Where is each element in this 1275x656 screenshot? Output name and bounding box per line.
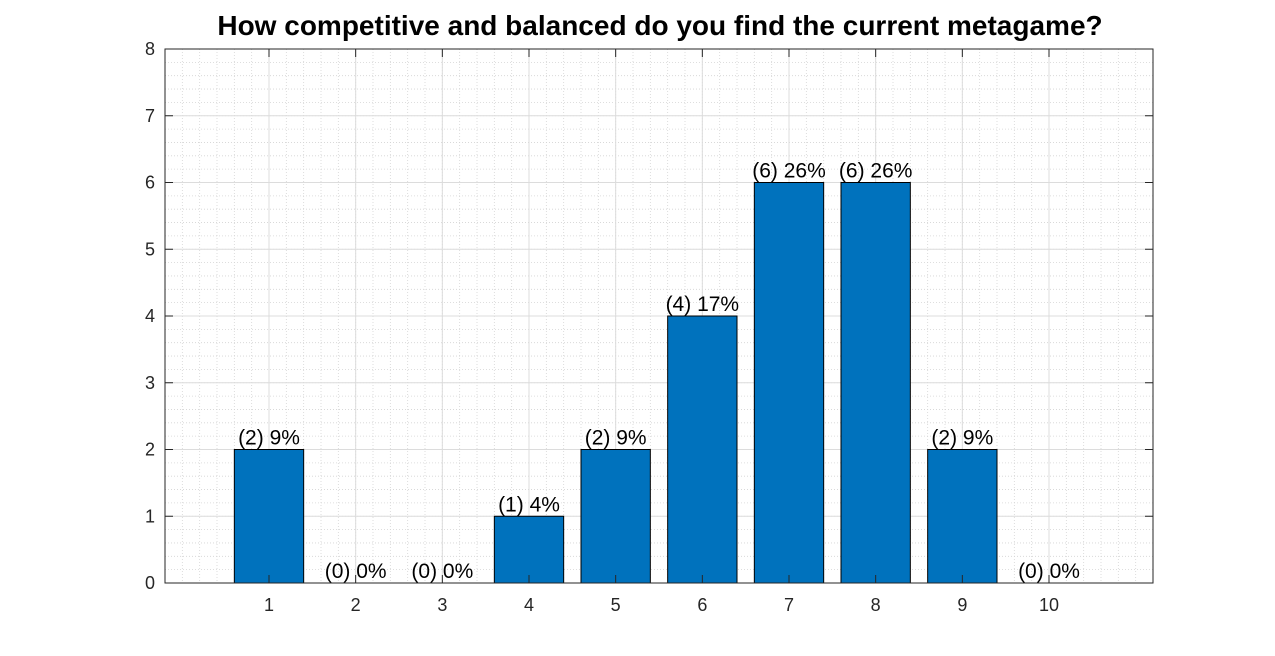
x-tick-label: 10 (1039, 595, 1059, 615)
x-tick-label: 5 (611, 595, 621, 615)
y-tick-label: 0 (145, 573, 155, 593)
chart-title: How competitive and balanced do you find… (217, 10, 1103, 41)
y-tick-label: 7 (145, 106, 155, 126)
data-label-7: (6) 26% (752, 160, 826, 183)
bar-7 (753, 182, 825, 584)
x-tick-label: 4 (524, 595, 534, 615)
y-tick-label: 8 (145, 39, 155, 59)
data-label-5: (2) 9% (585, 427, 647, 450)
data-label-10: (0) 0% (1018, 560, 1080, 583)
bar-4 (493, 515, 565, 584)
x-tick-label: 3 (437, 595, 447, 615)
bar-6 (667, 315, 738, 584)
y-tick-label: 1 (145, 506, 155, 526)
data-label-9: (2) 9% (931, 427, 993, 450)
bar-5 (580, 449, 651, 584)
data-label-3: (0) 0% (411, 560, 473, 583)
y-tick-label: 3 (145, 373, 155, 393)
x-tick-label: 2 (351, 595, 361, 615)
x-tick-label: 9 (957, 595, 967, 615)
data-label-8: (6) 26% (839, 160, 913, 183)
x-tick-label: 1 (264, 595, 274, 615)
bar-8 (840, 182, 911, 584)
x-tick-label: 7 (784, 595, 794, 615)
bar-9 (927, 449, 998, 584)
y-tick-label: 2 (145, 440, 155, 460)
data-label-6: (4) 17% (666, 293, 740, 316)
data-label-4: (1) 4% (498, 493, 560, 516)
y-tick-label: 6 (145, 173, 155, 193)
data-label-2: (0) 0% (325, 560, 387, 583)
grid (164, 48, 1154, 584)
y-tick-label: 4 (145, 306, 155, 326)
y-tick-label: 5 (145, 239, 155, 259)
labels: 1 2 3 4 5 6 7 8 9 10 0 1 2 3 4 5 6 7 8 (2) 9% (0) 0% (0) 0% (1… (145, 39, 1080, 615)
x-tick-label: 6 (697, 595, 707, 615)
x-tick-label: 8 (871, 595, 881, 615)
axes (164, 48, 1154, 584)
bars (233, 182, 998, 584)
bar-1 (233, 449, 305, 584)
data-label-1: (2) 9% (238, 427, 300, 450)
